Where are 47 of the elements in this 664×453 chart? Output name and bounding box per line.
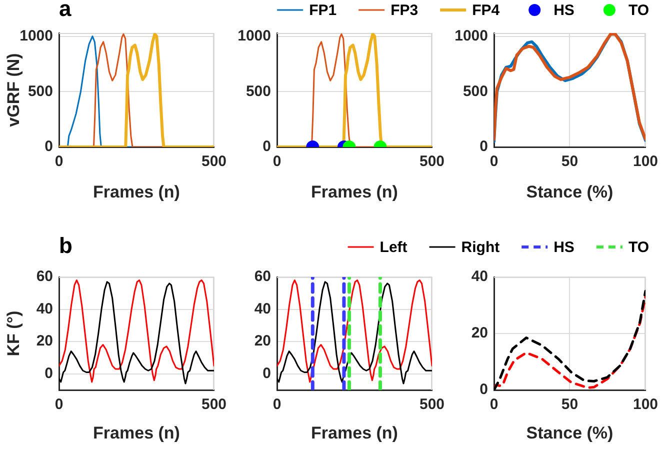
x-axis-title: Frames (n): [93, 182, 180, 202]
x-tick-label: 100: [632, 396, 658, 414]
x-tick-label: 50: [561, 153, 578, 170]
x-axis-title: Frames (n): [93, 423, 180, 442]
x-axis-title: Stance (%): [526, 423, 614, 442]
x-axis-title: Frames (n): [311, 182, 398, 202]
y-tick-label: 40: [36, 300, 53, 318]
y-tick-label: 500: [462, 82, 488, 100]
y-tick-label: 40: [471, 268, 488, 286]
x-tick-label: 500: [419, 396, 445, 414]
y-tick-label: 0: [262, 365, 271, 382]
y-axis-title: KF (°): [4, 310, 23, 356]
x-tick-label: 500: [201, 396, 227, 414]
legend-label: TO: [628, 239, 650, 256]
x-tick-label: 100: [632, 153, 658, 170]
legend-label: FP1: [309, 2, 337, 20]
y-tick-label: 40: [254, 300, 271, 318]
legend-label: HS: [554, 239, 574, 256]
text: a: [59, 0, 72, 22]
legend-label: HS: [554, 2, 574, 20]
x-axis-title: Stance (%): [526, 182, 614, 202]
y-tick-label: 20: [36, 332, 53, 350]
x-axis-title: Frames (n): [311, 423, 398, 442]
y-tick-label: 0: [44, 138, 53, 156]
y-tick-label: 1000: [20, 27, 53, 44]
legend-label: Right: [461, 239, 500, 256]
y-tick-label: 60: [254, 268, 271, 286]
y-tick-label: 0: [44, 365, 53, 382]
legend-label: FP4: [472, 2, 500, 20]
x-tick-label: 50: [561, 396, 578, 414]
x-tick-label: 500: [201, 153, 227, 170]
y-tick-label: 0: [262, 138, 271, 156]
text: b: [59, 233, 72, 258]
y-tick-label: 500: [28, 82, 53, 100]
legend-label: FP3: [390, 2, 418, 20]
y-tick-label: 1000: [454, 27, 488, 44]
y-tick-label: 0: [480, 381, 488, 398]
y-axis-title: vGRF (N): [4, 53, 23, 127]
legend-label: Left: [380, 239, 408, 256]
y-tick-label: 1000: [238, 27, 271, 44]
legend-label: TO: [628, 2, 650, 20]
y-tick-label: 20: [254, 332, 271, 350]
y-tick-label: 500: [246, 82, 271, 100]
y-tick-label: 0: [480, 138, 488, 156]
y-tick-label: 20: [471, 324, 488, 342]
y-tick-label: 60: [36, 268, 53, 286]
x-tick-label: 500: [419, 153, 445, 170]
